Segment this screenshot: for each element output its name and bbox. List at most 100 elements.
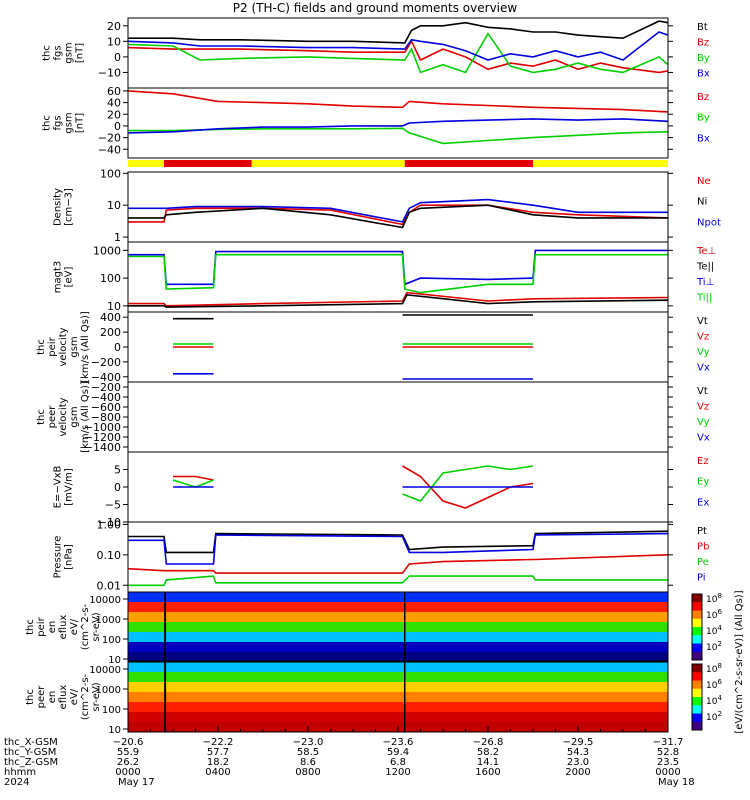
y-tick-label: 1.00	[97, 518, 122, 531]
y-axis-title: [eV]	[64, 267, 75, 288]
x-value-label: 1600	[475, 767, 500, 778]
y-tick-label: −1400	[84, 441, 121, 454]
series-by-line	[128, 127, 669, 145]
y-tick-label: 10	[108, 725, 121, 736]
y-axis-title: sr-eV)	[91, 682, 102, 711]
y-tick-label: 40	[107, 97, 121, 110]
x-value-label: 54.3	[567, 747, 589, 758]
y-tick-label: 1000	[93, 244, 121, 257]
y-axis-title: [mV/m]	[64, 468, 75, 506]
y-tick-label: 0.01	[97, 579, 122, 592]
y-tick-label: −10	[98, 66, 121, 79]
x-value-label: 8.6	[300, 757, 316, 768]
y-axis-title: sr-eV)	[91, 612, 102, 641]
y-tick-label: −200	[91, 356, 121, 369]
x-value-label: 58.5	[297, 747, 319, 758]
y-axis-title: eV/	[69, 618, 80, 635]
y-tick-label: −400	[91, 371, 121, 384]
y-tick-label: −20	[98, 132, 121, 145]
y-axis-title: [cm−3]	[64, 188, 75, 226]
legend-by: By	[697, 113, 710, 124]
y-tick-label: 0	[114, 481, 121, 494]
y-axis-title: gsm	[69, 336, 80, 357]
y-tick-label: 10	[108, 655, 121, 666]
y-axis-title: eV/	[69, 688, 80, 705]
series-ey-line	[172, 479, 214, 488]
spectrogram-band	[128, 702, 668, 713]
y-axis-title: eflux	[58, 685, 69, 710]
y-tick-label: 1000	[96, 685, 121, 696]
y-tick-label: 100	[102, 705, 121, 716]
y-axis-title: velocity	[58, 327, 69, 366]
legend-pt: Pt	[697, 526, 707, 537]
colorbar-unit-label: [eV/(cm^2-s-sr-eV)] (All Qs)]	[734, 590, 745, 733]
y-tick-label: −1000	[84, 421, 121, 434]
y-axis-title: thc	[25, 689, 36, 705]
legend-ti: Ti⊥	[696, 277, 714, 288]
x-value-label: 0400	[205, 767, 230, 778]
colorbar-upper-segment	[692, 643, 702, 653]
x-value-label: 6.8	[390, 757, 406, 768]
y-tick-label: −40	[98, 143, 121, 156]
colorbar-lower-frame	[691, 663, 703, 731]
y-tick-label: 10000	[89, 595, 121, 606]
x-row-label: thc_Y-GSM	[4, 747, 56, 758]
y-tick-label: 5	[114, 464, 121, 477]
series-ey-line	[402, 465, 534, 502]
y-tick-label: −200	[91, 381, 121, 394]
series-ez-line	[173, 475, 214, 481]
legend-vx: Vx	[697, 363, 710, 374]
colorbar-tick-label: 108	[706, 592, 722, 605]
panel-2	[123, 171, 673, 243]
y-axis-title: fgs	[53, 115, 64, 130]
colorbar-tick-label: 104	[706, 624, 722, 637]
x-value-label: 23.0	[567, 757, 589, 768]
spectrogram-band	[128, 632, 668, 643]
legend-vz: Vz	[697, 332, 709, 343]
panel-8	[123, 591, 669, 663]
x-value-label: 57.7	[207, 747, 229, 758]
colorbar-lower-segment	[692, 721, 702, 731]
y-axis-title: thc	[42, 45, 53, 61]
colorbar-tick-label: 104	[706, 694, 722, 707]
x-value-label: 59.4	[387, 747, 409, 758]
x-value-label: −29.5	[563, 737, 594, 748]
page-title: P2 (TH-C) fields and ground moments over…	[232, 1, 518, 15]
colorbar-tick-label: 106	[706, 678, 722, 691]
legend-bt: Bt	[697, 22, 708, 33]
x-row-label: hhmm	[4, 767, 36, 778]
y-tick-label: 100	[100, 272, 121, 285]
y-axis-title: peer	[47, 405, 58, 429]
x-value-label: −20.6	[113, 737, 144, 748]
y-tick-label: 0.10	[97, 549, 122, 562]
colorbar-lower-segment	[692, 713, 702, 723]
spectrogram-band	[128, 592, 668, 603]
y-axis-title: peir	[36, 616, 47, 636]
colorbar-upper-segment	[692, 602, 702, 611]
y-axis-title: peir	[47, 336, 58, 356]
spectrogram-band	[128, 712, 668, 723]
colorbar-upper-segment	[692, 651, 702, 661]
colorbar-upper-segment	[692, 610, 702, 620]
y-axis-title: thc	[25, 619, 36, 635]
y-tick-label: −5	[105, 499, 121, 512]
colorbar-lower-segment	[692, 705, 702, 714]
spectrogram-band	[128, 662, 668, 673]
x-value-label: 0800	[295, 767, 320, 778]
x-value-label: 58.2	[477, 747, 499, 758]
series-bz-line	[127, 90, 669, 113]
y-axis-title: eflux	[58, 615, 69, 640]
y-axis-title: gsm	[69, 406, 80, 427]
y-tick-label: −800	[91, 411, 121, 424]
y-axis-title: magt3	[53, 261, 64, 294]
panel-frame	[127, 381, 669, 453]
x-value-label: 23.5	[657, 757, 679, 768]
legend-te: Te⊥	[696, 246, 716, 257]
y-tick-label: −400	[91, 391, 121, 404]
x-value-label: May 18	[658, 777, 695, 788]
colorbar-upper-segment	[692, 618, 702, 628]
x-row-label: thc_X-GSM	[4, 737, 58, 748]
spectrogram-band	[128, 652, 668, 663]
colorbar-lower-segment	[692, 688, 702, 698]
x-value-label: −22.2	[203, 737, 234, 748]
